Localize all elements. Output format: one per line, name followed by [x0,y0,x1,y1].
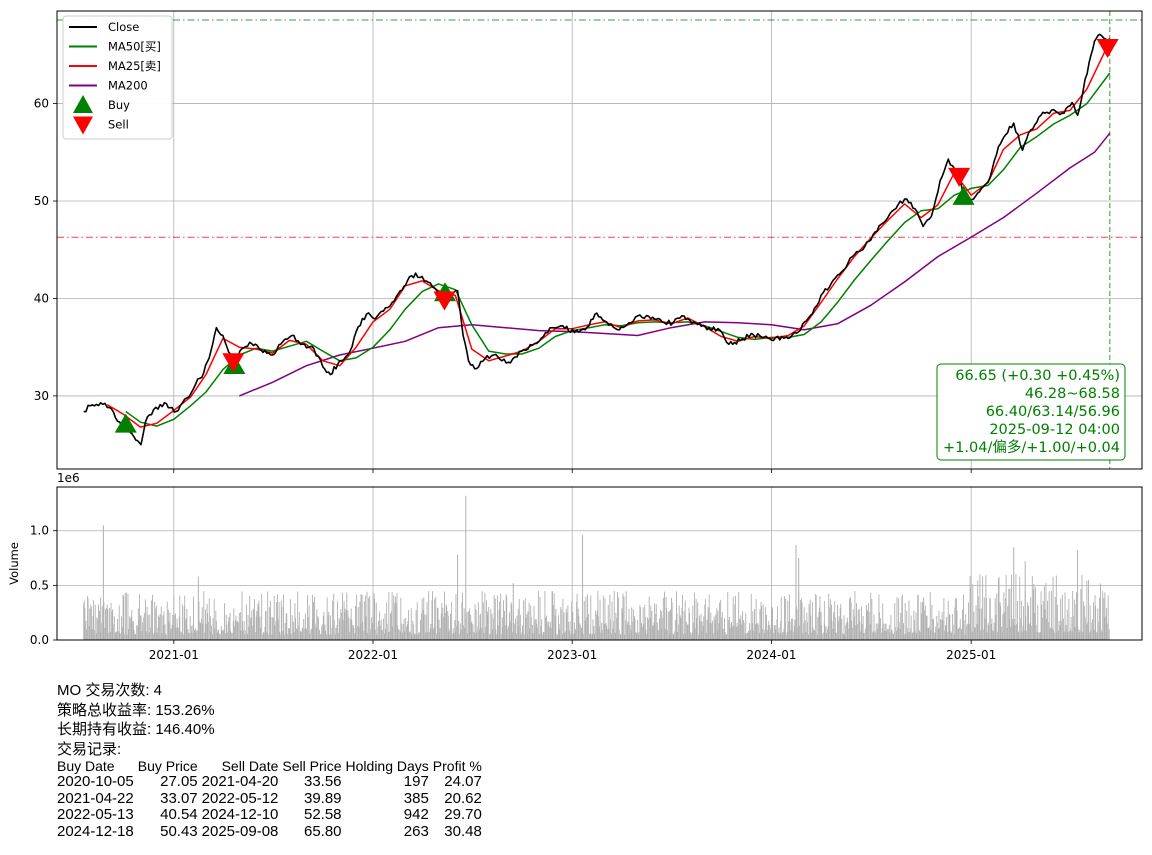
cell-buy-price: 40.54 [160,806,198,823]
cell-buy-date: 2022-05-13 [57,806,134,823]
cell-sell-price: 39.89 [303,789,342,807]
table-row: 2021-04-22 33.07 2022-05-12 39.89 385 20… [57,789,486,808]
sell-marker [1096,39,1119,59]
cell-sell-price: 65.80 [303,822,342,840]
trade-table-header: Buy Date Buy Price Sell Date Sell Price … [57,758,486,774]
cell-profit: 30.48 [444,822,482,840]
trade-table: Buy Date Buy Price Sell Date Sell Price … [57,758,486,840]
cell-buy-price: 50.43 [160,822,198,840]
price-ytick-label: 40 [34,291,49,305]
buy-hold-return-text: 长期持有收益: 146.40% [57,721,215,738]
strategy-return-text: 策略总收益率: 153.26% [57,701,215,719]
cell-holding-days: 385 [403,789,429,807]
xtick-label: 2022-01 [348,648,398,662]
cell-buy-date: 2020-10-05 [57,773,134,790]
legend-sell-icon [73,116,93,135]
trade-log-title: 交易记录: [57,740,122,758]
cell-profit: 20.62 [444,789,482,807]
trade-count-text: MO 交易次数: 4 [57,682,163,699]
header-buy-date: Buy Date [57,758,115,774]
volume-panel: 0.0 0.5 1.0 2021-01 2022-01 2023-01 2024-01 202… [7,471,1143,662]
cell-sell-price: 52.58 [303,806,342,823]
volume-ytick-label: 0.5 [30,578,49,592]
price-ytick-label: 60 [34,97,49,111]
price-ytick-label: 30 [34,389,49,403]
series-line-ma200 [239,132,1111,397]
xtick-label: 2025-01 [946,648,996,662]
cell-sell-date: 2025-09-08 [201,822,279,840]
info-box-line: 66.65 (+0.30 +0.45%) [955,368,1120,384]
legend-label: Close [108,20,139,34]
cell-sell-date: 2022-05-12 [201,789,279,807]
cell-buy-date: 2021-04-22 [57,789,134,807]
legend-label: Buy [108,98,130,112]
cell-holding-days: 942 [403,806,429,823]
volume-scale-label: 1e6 [57,471,80,485]
info-box-line: 2025-09-12 04:00 [989,422,1120,438]
series-line-close [83,33,1111,446]
header-sell-price: Sell Price [282,758,342,774]
xtick-label: 2021-01 [149,648,199,662]
legend-label: MA50[买] [108,40,161,54]
xtick-label: 2023-01 [547,648,597,662]
info-box-line: 46.28~68.58 [1025,386,1120,402]
cell-profit: 29.70 [444,806,482,823]
header-holding-days: Holding Days [345,758,429,774]
cell-holding-days: 263 [403,822,429,840]
header-sell-date: Sell Date [221,758,279,774]
chart-figure: 30 40 50 60 66.65 (+0.30 +0.45%) 46.28~68.58 6… [7,10,1143,662]
buy-marker [114,413,137,433]
cell-holding-days: 197 [403,773,429,790]
table-row: 2022-05-13 40.54 2024-12-10 52.58 942 29… [57,806,486,824]
volume-ytick-label: 1.0 [30,524,49,538]
summary-block: MO 交易次数: 4 策略总收益率: 153.26% 长期持有收益: 146.4… [57,681,215,759]
price-panel: 30 40 50 60 66.65 (+0.30 +0.45%) 46.28~68.58 6… [34,10,1143,473]
series-line-ma25 [106,40,1111,428]
cell-buy-date: 2024-12-18 [57,822,134,840]
table-row: 2020-10-05 27.05 2021-04-20 33.56 197 24… [57,773,486,791]
volume-ytick-label: 0.0 [30,633,49,647]
sell-marker [433,291,456,311]
buy-marker [952,185,975,205]
cell-sell-date: 2024-12-10 [201,806,279,823]
xtick-label: 2024-01 [746,648,796,662]
header-profit: Profit % [432,758,482,774]
cell-sell-date: 2021-04-20 [201,773,279,790]
cell-profit: 24.07 [444,773,482,790]
info-box-line: +1.04/偏多/+1.00/+0.04 [943,439,1120,456]
cell-buy-price: 27.05 [160,773,198,790]
volume-plot-frame [56,486,1143,641]
info-box [936,363,1126,461]
info-box-line: 66.40/63.14/56.96 [986,404,1120,420]
legend-label: MA25[卖] [108,59,161,73]
sell-marker [948,167,971,187]
legend-label: Sell [108,118,129,132]
cell-sell-price: 33.56 [303,773,342,790]
sell-marker [222,353,245,373]
legend-label: MA200 [108,79,148,93]
price-plot-frame [56,10,1143,470]
header-buy-price: Buy Price [137,758,198,774]
volume-axis-label: Volume [7,542,21,585]
legend-buy-icon [73,95,93,113]
cell-buy-price: 33.07 [160,789,198,807]
price-ytick-label: 50 [34,194,49,208]
table-row: 2024-12-18 50.43 2025-09-08 65.80 263 30… [57,822,486,841]
volume-plot-background [57,487,1142,640]
